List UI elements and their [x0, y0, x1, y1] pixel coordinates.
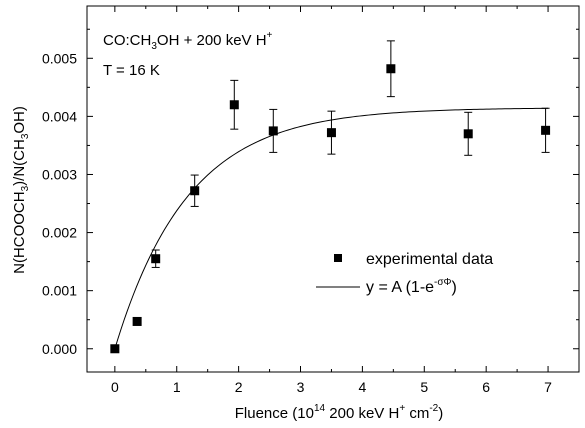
- data-point: [463, 129, 473, 139]
- x-tick-label: 5: [420, 379, 428, 395]
- axis-tick-labels: 0 1 2 3 4 5 6 7 0.000 0.001 0.002 0.003 0.004 0.005: [42, 50, 552, 395]
- y-axis-title: N(HCOOCH3)/N(CH3OH): [11, 106, 31, 274]
- y-tick-label: 0.003: [42, 166, 77, 182]
- y-tick-label: 0.005: [42, 50, 77, 66]
- x-tick-label: 7: [544, 379, 552, 395]
- x-tick-label: 2: [235, 379, 243, 395]
- x-tick-label: 1: [173, 379, 181, 395]
- annotation-line-1: CO:CH3OH + 200 keV H+: [103, 30, 273, 52]
- data-points-group: [110, 40, 551, 354]
- legend: experimental data y = A (1-e-σΦ): [316, 251, 493, 296]
- data-point: [326, 128, 336, 138]
- data-point: [386, 64, 396, 74]
- y-tick-label: 0.004: [42, 108, 77, 124]
- y-tick-label: 0.000: [42, 341, 77, 357]
- data-point: [132, 316, 142, 326]
- data-point: [268, 126, 278, 136]
- x-tick-label: 4: [358, 379, 366, 395]
- x-axis-title: Fluence (1014 200 keV H+ cm-2): [235, 403, 443, 422]
- annotation-line-2: T = 16 K: [103, 62, 160, 79]
- data-point: [151, 254, 161, 264]
- x-tick-label: 3: [297, 379, 305, 395]
- data-point: [190, 186, 200, 196]
- data-point: [541, 125, 551, 135]
- legend-marker-experimental: [334, 254, 342, 262]
- axis-ticks: [87, 6, 580, 372]
- data-point: [229, 100, 239, 110]
- x-tick-label: 6: [482, 379, 490, 395]
- x-tick-label: 0: [111, 379, 119, 395]
- plot-frame: [86, 5, 580, 373]
- y-tick-label: 0.002: [42, 225, 77, 241]
- legend-label-experimental: experimental data: [366, 251, 493, 268]
- legend-label-fit: y = A (1-e-σΦ): [366, 277, 457, 296]
- data-point: [110, 344, 120, 354]
- y-tick-label: 0.001: [42, 283, 77, 299]
